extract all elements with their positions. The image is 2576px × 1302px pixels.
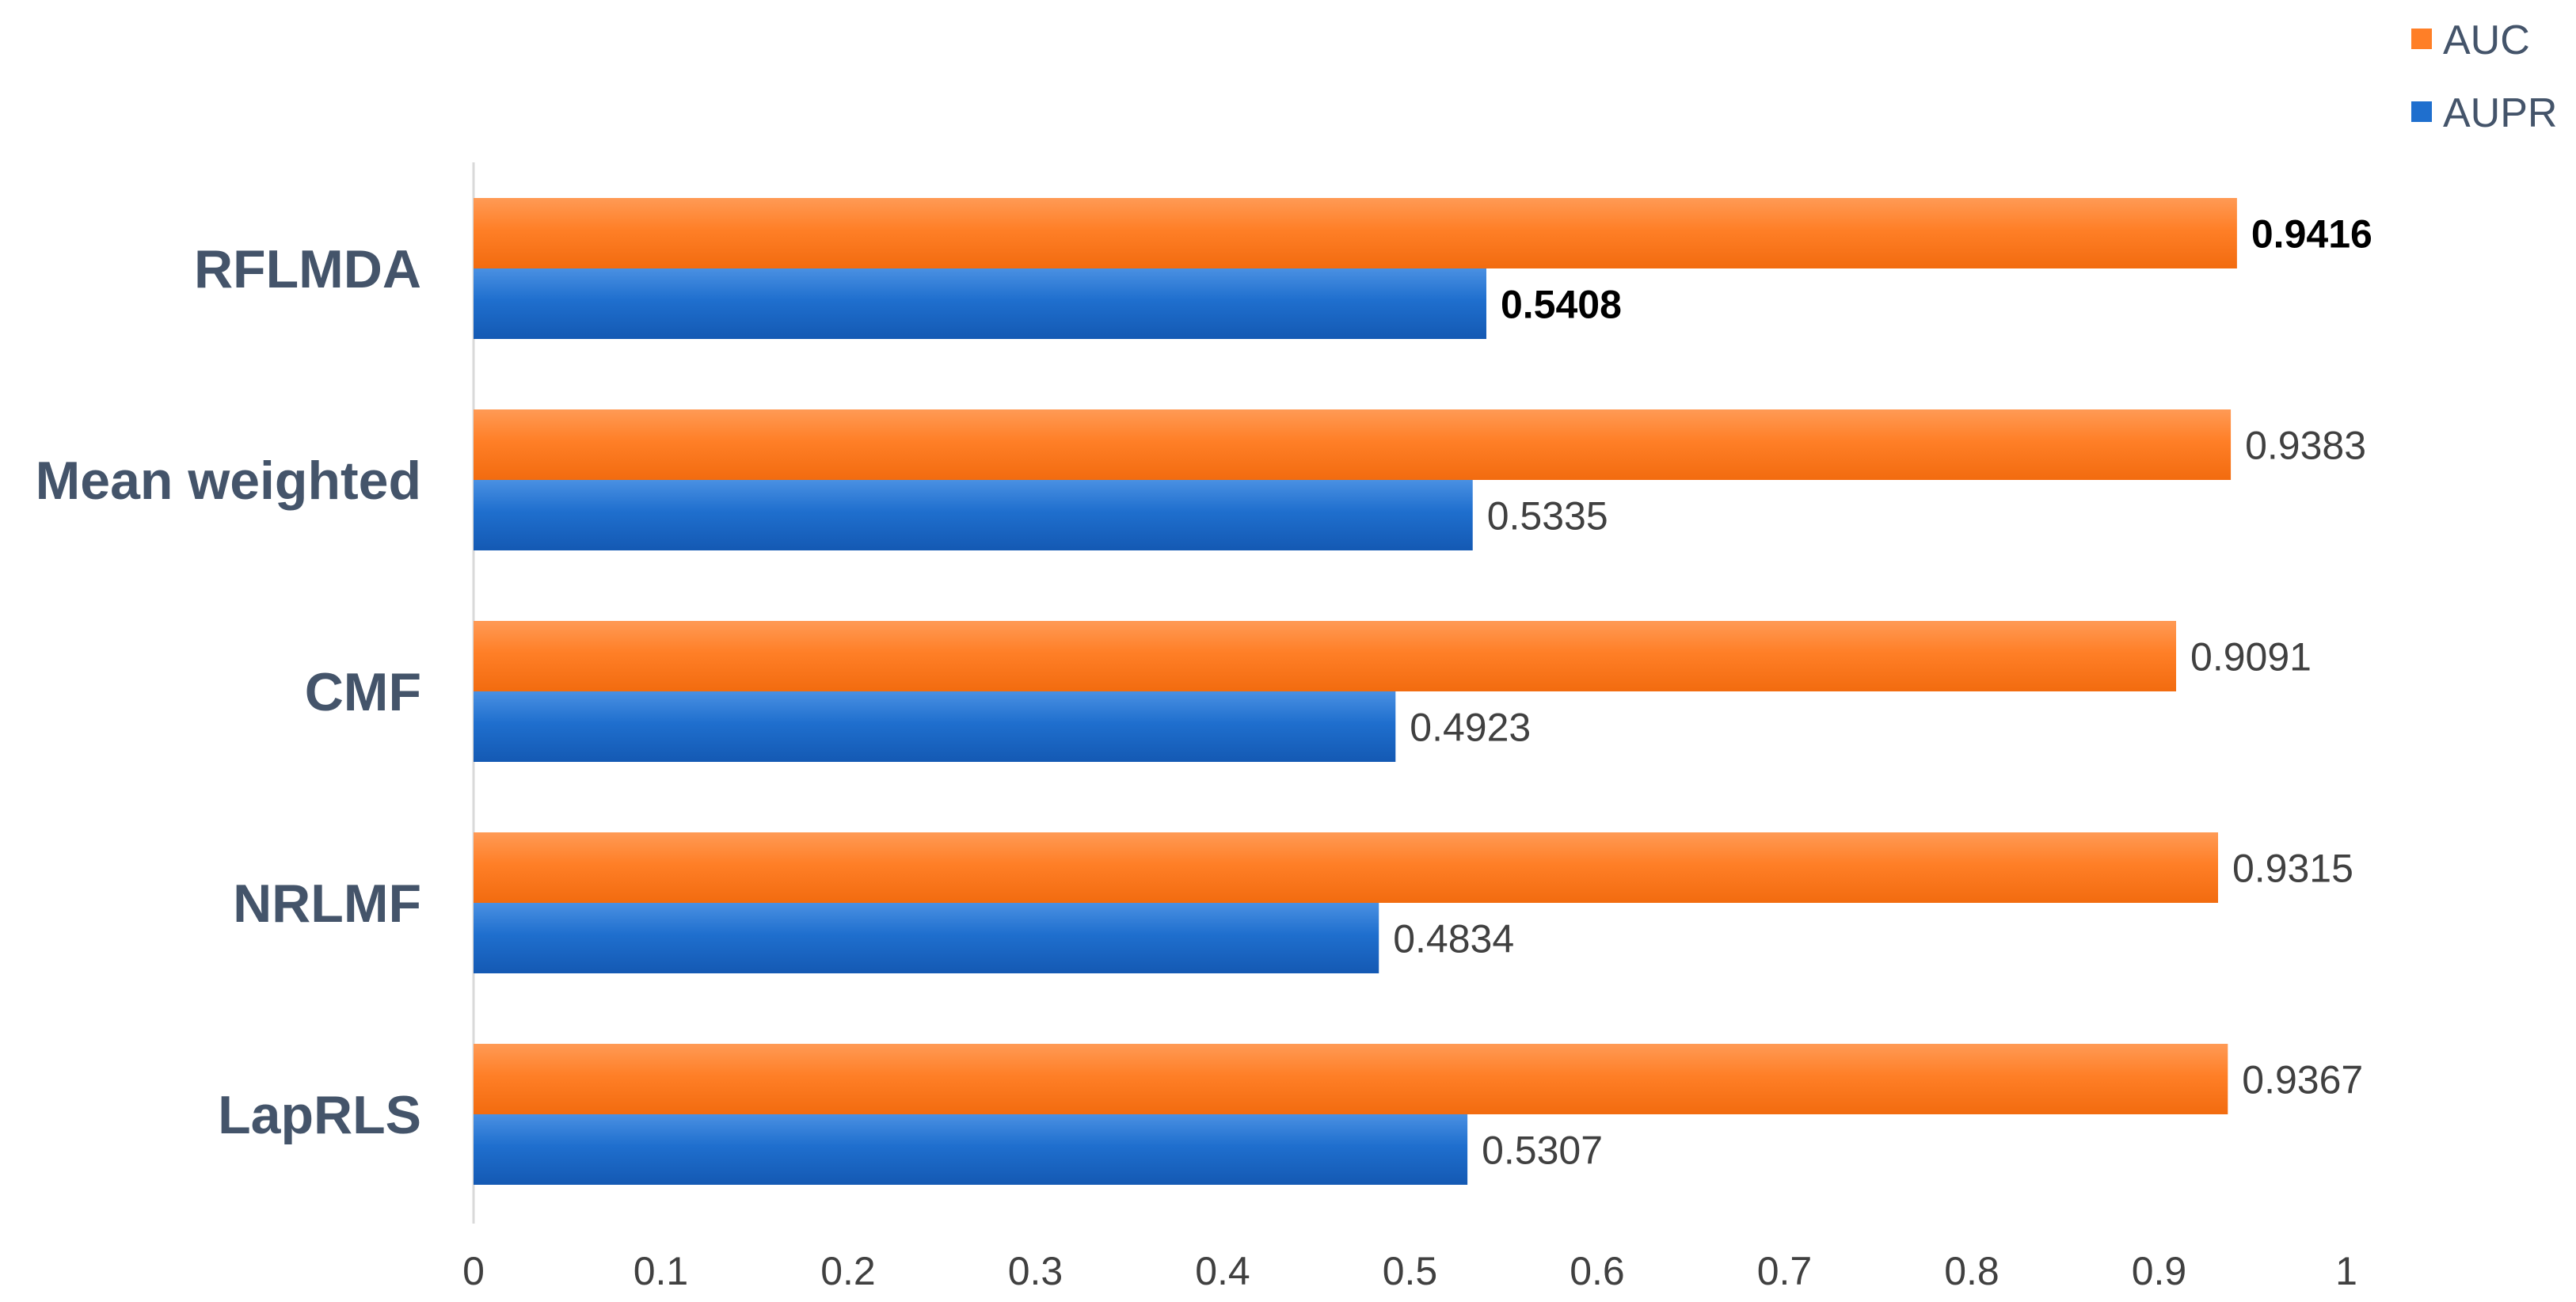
bar-aupr-nrlmf (474, 903, 1379, 973)
legend-swatch-aupr (2411, 101, 2432, 122)
bar-auc-cmf (474, 621, 2177, 691)
category-label-laprls: LapRLS (218, 1085, 421, 1145)
data-label-aupr-rflmda: 0.5408 (1501, 283, 1622, 327)
data-label-auc-cmf: 0.9091 (2190, 635, 2312, 680)
category-label-rflmda: RFLMDA (194, 239, 421, 299)
bar-aupr-rflmda (474, 268, 1486, 339)
x-tick-label: 0.9 (2132, 1249, 2187, 1293)
x-tick-label: 0.7 (1757, 1249, 1813, 1293)
category-label-cmf: CMF (305, 662, 421, 722)
bar-auc-nrlmf (474, 832, 2218, 903)
x-tick-label: 1 (2335, 1249, 2357, 1293)
bar-aupr-mean-weighted (474, 480, 1473, 550)
category-label-nrlmf: NRLMF (233, 874, 421, 934)
x-tick-label: 0.1 (634, 1249, 689, 1293)
data-label-aupr-cmf: 0.4923 (1410, 706, 1531, 750)
bar-auc-mean-weighted (474, 409, 2232, 480)
category-label-mean-weighted: Mean weighted (36, 451, 421, 511)
x-tick-label: 0 (462, 1249, 485, 1293)
data-label-aupr-mean-weighted: 0.5335 (1487, 494, 1608, 539)
legend: AUC AUPR (2411, 17, 2557, 136)
x-tick-label: 0.3 (1008, 1249, 1064, 1293)
plot-area: RFLMDA 0.9416 0.5408 Mean weighted 0.9383 0.5… (36, 162, 2372, 1293)
data-label-auc-laprls: 0.9367 (2242, 1058, 2363, 1102)
bar-aupr-laprls (474, 1114, 1468, 1185)
x-tick-label: 0.5 (1383, 1249, 1438, 1293)
data-label-aupr-laprls: 0.5307 (1482, 1129, 1603, 1173)
bar-auc-laprls (474, 1044, 2228, 1114)
bar-auc-rflmda (474, 198, 2237, 268)
bar-aupr-cmf (474, 691, 1396, 762)
x-tick-label: 0.4 (1195, 1249, 1250, 1293)
x-tick-label: 0.2 (820, 1249, 876, 1293)
x-tick-label: 0.8 (1944, 1249, 2000, 1293)
data-label-auc-mean-weighted: 0.9383 (2245, 424, 2366, 468)
x-tick-label: 0.6 (1570, 1249, 1625, 1293)
data-label-auc-rflmda: 0.9416 (2251, 212, 2372, 257)
data-label-aupr-nrlmf: 0.4834 (1393, 917, 1514, 961)
data-label-auc-nrlmf: 0.9315 (2232, 847, 2353, 891)
legend-label-auc: AUC (2443, 17, 2530, 63)
legend-label-aupr: AUPR (2443, 90, 2557, 136)
legend-swatch-auc (2411, 29, 2432, 49)
